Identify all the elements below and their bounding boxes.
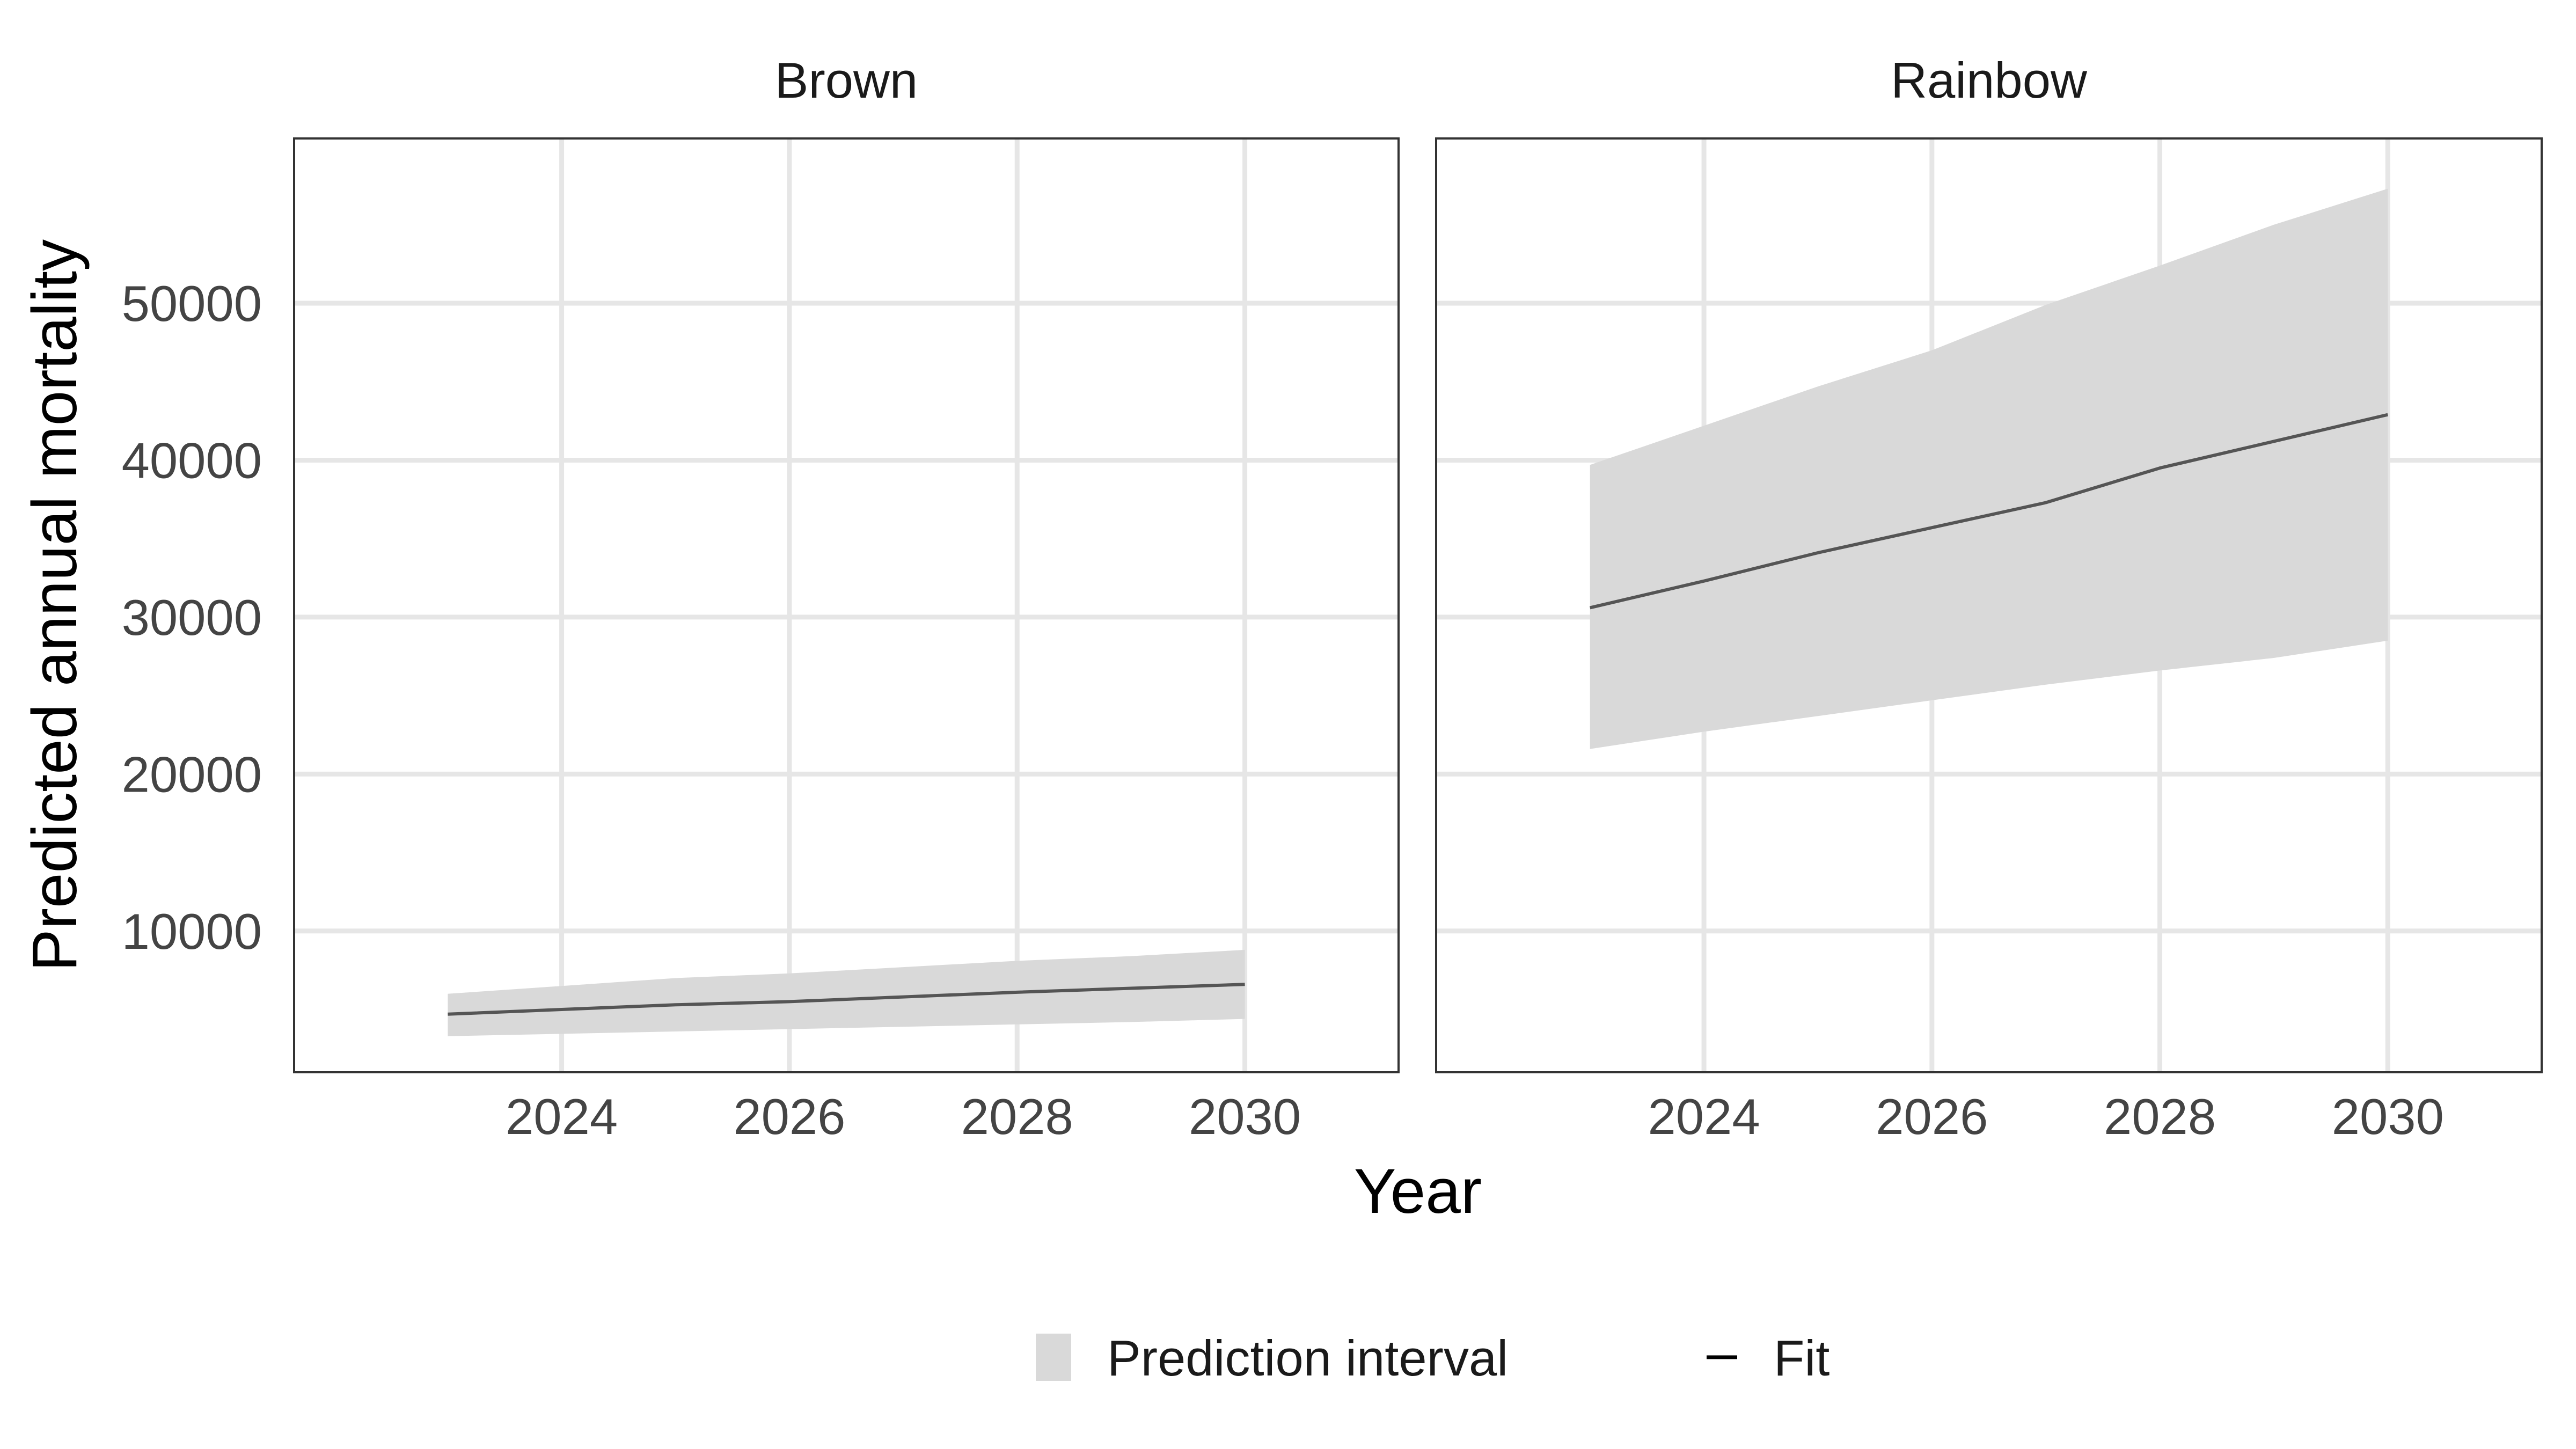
x-tick-label-2026-rainbow: 2026 (1876, 1088, 1988, 1145)
panel-border-rainbow (1435, 137, 2543, 1073)
grid-brown (294, 138, 1399, 1072)
y-tick-label-30000: 30000 (122, 589, 262, 646)
x-tick-label-2028-brown: 2028 (961, 1088, 1073, 1145)
legend-label-prediction-interval: Prediction interval (1107, 1330, 1508, 1386)
x-ticks-rainbow: 2024 2026 2028 2030 (1648, 1088, 2444, 1145)
band-rainbow (1590, 188, 2388, 749)
panel-title-brown: Brown (775, 52, 918, 108)
x-tick-label-2026-brown: 2026 (733, 1088, 845, 1145)
x-axis-title: Year (1354, 1156, 1482, 1227)
legend: Prediction interval Fit (1036, 1330, 1829, 1386)
x-tick-label-2030-brown: 2030 (1189, 1088, 1301, 1145)
panel-rainbow: Rainbow 2024 2026 2028 2030 (1435, 52, 2543, 1145)
y-tick-label-20000: 20000 (122, 746, 262, 802)
x-tick-label-2024-rainbow: 2024 (1648, 1088, 1760, 1145)
prediction-interval-band-rainbow (1590, 188, 2388, 749)
band-brown (448, 949, 1245, 1036)
legend-key-prediction-interval (1036, 1334, 1071, 1381)
fit-rainbow (1590, 413, 2388, 610)
panel-border-brown (293, 137, 1400, 1073)
y-tick-label-10000: 10000 (122, 903, 262, 960)
y-tick-label-50000: 50000 (122, 275, 262, 332)
legend-label-fit: Fit (1774, 1330, 1829, 1386)
panel-brown: Brown 2024 2026 2028 2030 (293, 52, 1400, 1145)
y-axis-ticks: 10000 20000 30000 40000 50000 (122, 275, 262, 960)
x-tick-label-2030-rainbow: 2030 (2332, 1088, 2444, 1145)
x-ticks-brown: 2024 2026 2028 2030 (506, 1088, 1301, 1145)
prediction-interval-band-brown (448, 949, 1245, 1036)
y-tick-label-40000: 40000 (122, 432, 262, 488)
x-tick-label-2024-brown: 2024 (506, 1088, 618, 1145)
panel-title-rainbow: Rainbow (1891, 52, 2088, 108)
y-axis-title: Predicted annual mortality (19, 239, 90, 971)
x-tick-label-2028-rainbow: 2028 (2104, 1088, 2216, 1145)
fit-brown (448, 983, 1245, 1016)
fit-line-rainbow (1590, 413, 2388, 610)
fit-line-brown (448, 983, 1245, 1016)
